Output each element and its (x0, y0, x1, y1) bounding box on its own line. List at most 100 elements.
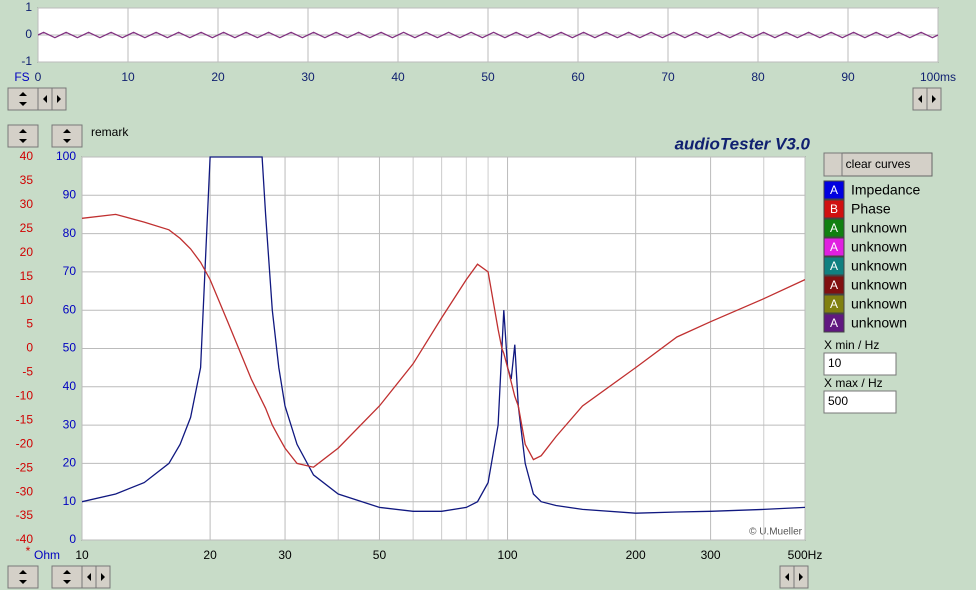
y2-tick-label: 15 (20, 269, 34, 283)
series-line (82, 156, 805, 514)
legend-label: unknown (851, 239, 907, 255)
scope-y-label: FS (14, 70, 29, 84)
y-tick-label: 100 (56, 149, 76, 163)
arrow (932, 95, 936, 103)
xmax-label: X max / Hz (824, 376, 883, 390)
xmin-value: 10 (828, 356, 842, 370)
legend-label: unknown (851, 258, 907, 274)
y-tick-label: 50 (63, 341, 77, 355)
y-tick-label: 0 (69, 532, 76, 546)
arrow (87, 573, 91, 581)
arrow (799, 573, 803, 581)
legend-label: unknown (851, 315, 907, 331)
y2-tick-label: -25 (16, 460, 34, 474)
x-tick-label: 300 (701, 548, 721, 562)
y-tick-label: -1 (21, 54, 32, 68)
legend-label: Phase (851, 201, 891, 217)
y2-tick-label: -30 (16, 484, 34, 498)
app-title: audioTester V3.0 (675, 134, 811, 153)
legend-swatch[interactable] (823, 199, 845, 219)
arrow (918, 95, 922, 103)
y2-tick-label: -10 (16, 389, 34, 403)
xmin-label: X min / Hz (824, 338, 879, 352)
x-tick-label: 60 (571, 70, 585, 84)
y2-tick-label: 35 (20, 173, 34, 187)
y-tick-label: 60 (63, 302, 77, 316)
remark: remark (91, 125, 129, 139)
legend-swatch[interactable] (823, 256, 845, 276)
legend-letter: A (830, 297, 838, 311)
y-tick-label: 20 (63, 456, 77, 470)
copyright: © U.Mueller (749, 527, 803, 538)
legend-letter: A (830, 259, 838, 273)
legend-label: unknown (851, 277, 907, 293)
y2-tick-label: 20 (20, 245, 34, 259)
y2-tick-label: 5 (26, 317, 33, 331)
legend-swatch[interactable] (823, 237, 845, 257)
y2-tick-label: 10 (20, 293, 34, 307)
x-tick-label: 70 (661, 70, 675, 84)
xmin-input[interactable] (823, 352, 897, 376)
spin-button[interactable] (7, 87, 39, 111)
xmax-value: 500 (828, 394, 848, 408)
y-tick-label: 30 (63, 417, 77, 431)
x-tick-label: 90 (841, 70, 855, 84)
legend-letter: A (830, 316, 838, 330)
x-tick-label: 100 (498, 548, 518, 562)
arrow (785, 573, 789, 581)
y-tick-label: 0 (25, 27, 32, 41)
arrow (63, 570, 71, 584)
y-tick-label: 80 (63, 226, 77, 240)
xmax-input[interactable] (823, 390, 897, 414)
x-tick-label: 80 (751, 70, 765, 84)
arrow (63, 129, 71, 143)
x-tick-label: 40 (391, 70, 405, 84)
series-line (82, 213, 805, 468)
spin-button[interactable] (51, 565, 83, 589)
x-tick-label: 200 (626, 548, 646, 562)
x-tick-label: 10 (75, 548, 89, 562)
y-tick-label: 70 (63, 264, 77, 278)
legend-letter: A (830, 221, 838, 235)
y-tick-label: 1 (25, 0, 32, 14)
y2-tick-label: 25 (20, 221, 34, 235)
y2-tick-label: -20 (16, 436, 34, 450)
x-tick-label: 100ms (920, 70, 956, 84)
x-tick-label: 50 (481, 70, 495, 84)
series-line (38, 31, 938, 39)
arrow (43, 95, 47, 103)
spin-button[interactable] (823, 152, 843, 177)
y-label: Ohm (34, 548, 60, 562)
x-tick-label: 50 (373, 548, 387, 562)
spin-button[interactable] (7, 124, 39, 148)
y2-tick-label: 30 (20, 197, 34, 211)
legend-swatch[interactable] (823, 275, 845, 295)
legend-swatch[interactable] (823, 218, 845, 238)
spin-button[interactable] (7, 565, 39, 589)
legend-letter: A (830, 183, 838, 197)
y2-tick-label: 0 (26, 341, 33, 355)
spin-button[interactable] (51, 124, 83, 148)
x-tick-label: 0 (35, 70, 42, 84)
arrow (57, 95, 61, 103)
y-tick-label: 10 (63, 494, 77, 508)
y2-label: * (26, 544, 31, 558)
x-tick-label: 20 (203, 548, 217, 562)
legend-letter: A (830, 278, 838, 292)
legend-label: unknown (851, 220, 907, 236)
y2-tick-label: -35 (16, 508, 34, 522)
x-tick-label: 30 (278, 548, 292, 562)
legend-letter: A (830, 240, 838, 254)
x-tick-label: 20 (211, 70, 225, 84)
arrow (19, 129, 27, 143)
legend-swatch[interactable] (823, 294, 845, 314)
arrow (19, 92, 27, 106)
legend-label: Impedance (851, 182, 920, 198)
y2-tick-label: -40 (16, 532, 34, 546)
y-tick-label: 90 (63, 187, 77, 201)
arrow (19, 570, 27, 584)
legend-swatch[interactable] (823, 313, 845, 333)
legend-swatch[interactable] (823, 180, 845, 200)
y2-tick-label: 40 (20, 149, 34, 163)
